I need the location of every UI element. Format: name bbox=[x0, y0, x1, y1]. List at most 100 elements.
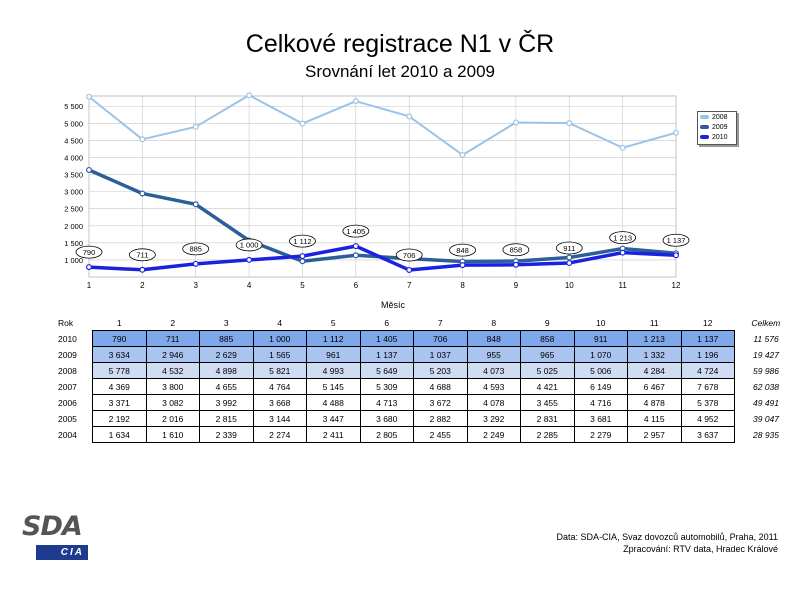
data-point-2009 bbox=[299, 258, 306, 265]
table-cell: 1 037 bbox=[413, 346, 468, 363]
row-year: 2010 bbox=[58, 333, 77, 344]
table-row: 2006 3 371 3 082 3 992 3 668 4 488 4 713 3 672 4… bbox=[56, 394, 797, 411]
data-label-2010: 706 bbox=[403, 251, 416, 260]
table-cell: 5 378 bbox=[680, 394, 735, 411]
data-label-bubble bbox=[182, 242, 210, 256]
header-month: 8 bbox=[491, 317, 497, 328]
table-cell: 5 006 bbox=[573, 362, 628, 379]
header-month: 9 bbox=[544, 317, 550, 328]
data-label-2010: 885 bbox=[189, 245, 202, 254]
data-label-bubble bbox=[395, 248, 423, 262]
header-total: Celkem bbox=[751, 317, 781, 328]
line-chart: 1 000 1 500 2 000 2 500 3 000 3 500 4 000 4 500… bbox=[64, 92, 690, 290]
chart-legend: 2008 2009 2010 bbox=[697, 111, 737, 145]
data-label-2010: 1 213 bbox=[613, 233, 632, 242]
legend-label: 2010 bbox=[712, 133, 728, 141]
table-cell: 4 878 bbox=[627, 394, 682, 411]
table-cell: 7 678 bbox=[680, 378, 735, 395]
data-point-2009 bbox=[192, 201, 199, 208]
table-cell: 5 821 bbox=[252, 362, 307, 379]
table-cell: 1 070 bbox=[573, 346, 628, 363]
table-cell: 4 655 bbox=[199, 378, 254, 395]
row-year: 2009 bbox=[58, 349, 77, 360]
data-label-bubble bbox=[75, 245, 103, 259]
x-tick-label: 4 bbox=[247, 281, 252, 290]
data-label-bubble bbox=[342, 224, 370, 238]
chart-subtitle: Srovnání let 2010 a 2009 bbox=[305, 62, 495, 81]
table-header-row: Rok 1 2 3 4 5 6 7 8 9 10 11 12 Celkem bbox=[56, 315, 797, 331]
data-point-2009 bbox=[566, 254, 573, 261]
table-cell: 1 112 bbox=[306, 330, 361, 347]
table-cell: 2 815 bbox=[199, 410, 254, 427]
table-cell: 4 488 bbox=[306, 394, 361, 411]
data-label-2010: 790 bbox=[83, 248, 96, 257]
table-cell: 5 778 bbox=[92, 362, 147, 379]
table-cell: 848 bbox=[466, 330, 521, 347]
y-tick-label: 2 500 bbox=[64, 205, 83, 214]
header-month: 7 bbox=[437, 317, 443, 328]
table-cell: 2 279 bbox=[573, 426, 628, 443]
table-cell: 858 bbox=[520, 330, 575, 347]
table-cell: 4 724 bbox=[680, 362, 735, 379]
chart-title: Celkové registrace N1 v ČR bbox=[245, 30, 555, 58]
table-cell: 4 369 bbox=[92, 378, 147, 395]
table-cell: 2 192 bbox=[92, 410, 147, 427]
data-label-bubble bbox=[235, 238, 263, 252]
table-cell: 2 629 bbox=[199, 346, 254, 363]
table-cell: 3 082 bbox=[145, 394, 200, 411]
table-cell: 2 957 bbox=[627, 426, 682, 443]
source-data: Data: SDA-CIA, Svaz dovozců automobilů, … bbox=[556, 532, 778, 542]
table-cell: 3 634 bbox=[92, 346, 147, 363]
legend-item-2008: 2008 bbox=[698, 112, 736, 122]
table-row: 2005 2 192 2 016 2 815 3 144 3 447 3 680 2 882 3… bbox=[56, 410, 797, 427]
table-cell: 4 688 bbox=[413, 378, 468, 395]
header-month: 3 bbox=[223, 317, 229, 328]
table-cell: 4 993 bbox=[306, 362, 361, 379]
data-label-bubble bbox=[502, 243, 530, 257]
table-cell: 1 196 bbox=[680, 346, 735, 363]
table-cell: 4 073 bbox=[466, 362, 521, 379]
x-tick-label: 9 bbox=[514, 281, 519, 290]
data-point-2010 bbox=[192, 260, 199, 267]
data-point-2008 bbox=[619, 144, 626, 151]
row-total: 62 038 bbox=[753, 381, 779, 392]
header-month: 1 bbox=[116, 317, 122, 328]
data-label-2010: 1 137 bbox=[667, 236, 686, 245]
table-cell: 3 371 bbox=[92, 394, 147, 411]
data-label-2010: 711 bbox=[136, 251, 148, 260]
data-label-2010: 1 112 bbox=[293, 237, 311, 246]
table-cell: 5 145 bbox=[306, 378, 361, 395]
data-label-bubble bbox=[449, 243, 476, 257]
table-cell: 965 bbox=[520, 346, 575, 363]
x-tick-label: 11 bbox=[618, 281, 627, 290]
legend-swatch bbox=[700, 125, 709, 129]
table-cell: 5 203 bbox=[413, 362, 468, 379]
legend-item-2010: 2010 bbox=[698, 132, 736, 142]
data-point-2008 bbox=[246, 92, 253, 99]
table-cell: 4 284 bbox=[627, 362, 682, 379]
data-point-2010 bbox=[85, 264, 92, 271]
x-axis-title: Měsíc bbox=[380, 300, 405, 310]
table-row: 2007 4 369 3 800 4 655 4 764 5 145 5 309 4 688 4… bbox=[56, 378, 797, 395]
table-cell: 3 144 bbox=[252, 410, 307, 427]
data-point-2009 bbox=[85, 166, 92, 173]
table-cell: 3 668 bbox=[252, 394, 307, 411]
data-label-bubble bbox=[662, 233, 690, 247]
logo-text-top: SDA bbox=[22, 511, 83, 542]
table-cell: 3 680 bbox=[359, 410, 414, 427]
table-cell: 6 149 bbox=[573, 378, 628, 395]
table-cell: 2 016 bbox=[145, 410, 200, 427]
table-cell: 4 078 bbox=[466, 394, 521, 411]
x-tick-label: 6 bbox=[354, 281, 359, 290]
table-cell: 1 405 bbox=[359, 330, 414, 347]
data-label-2010: 1 405 bbox=[346, 227, 365, 236]
y-tick-label: 5 500 bbox=[64, 102, 83, 111]
y-tick-label: 3 000 bbox=[64, 188, 83, 197]
table-cell: 961 bbox=[306, 346, 361, 363]
data-point-2010 bbox=[352, 243, 359, 250]
legend-label: 2009 bbox=[712, 123, 728, 131]
data-point-2008 bbox=[192, 123, 199, 130]
table-cell: 6 467 bbox=[627, 378, 682, 395]
x-tick-label: 1 bbox=[87, 281, 92, 290]
table-cell: 955 bbox=[466, 346, 521, 363]
